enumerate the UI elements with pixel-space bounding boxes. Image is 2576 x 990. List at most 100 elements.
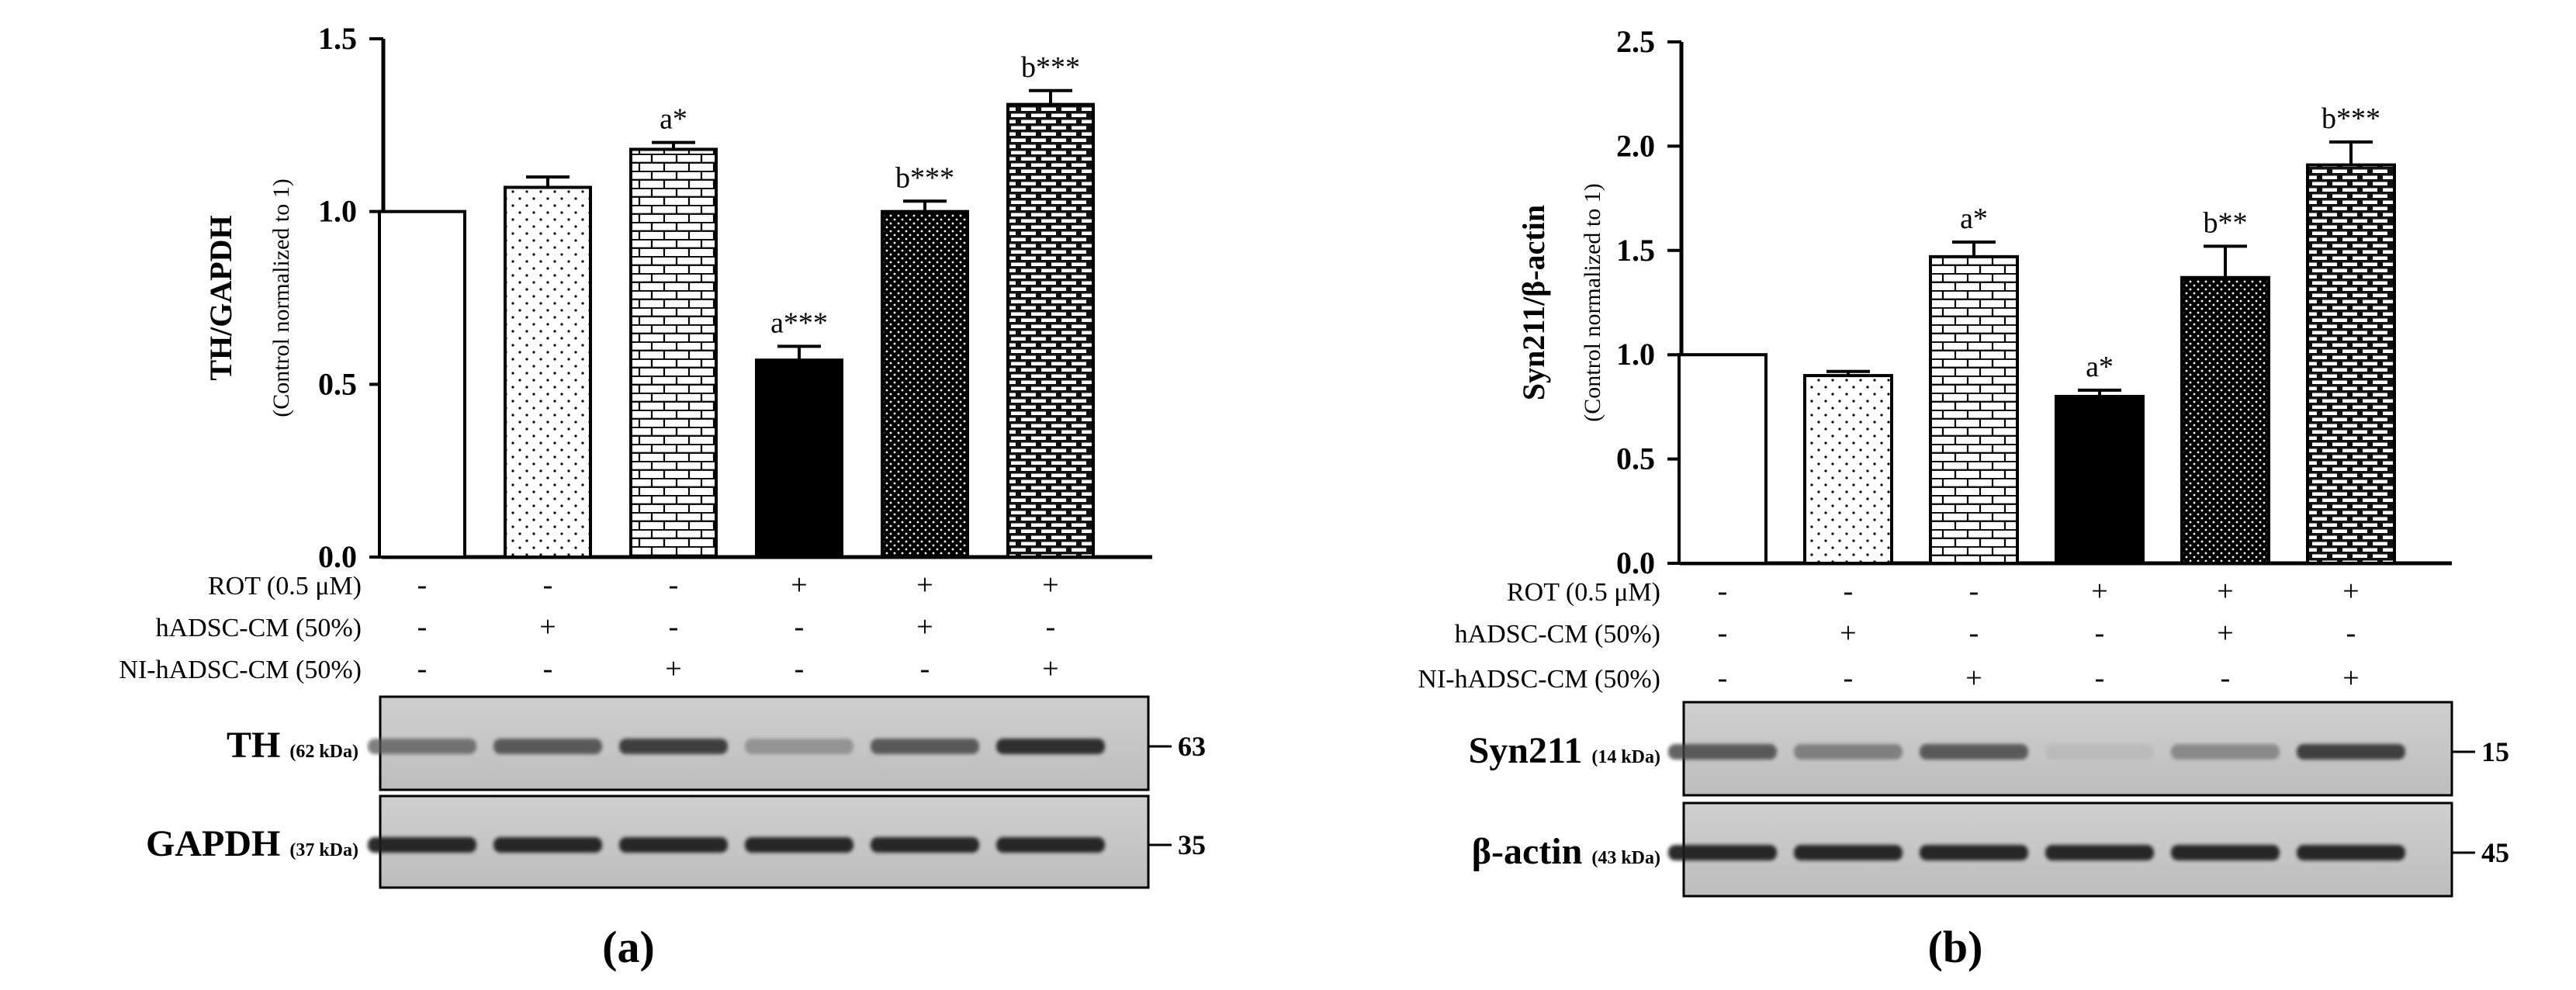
significance-label: a* (2086, 351, 2114, 383)
y-axis-sublabel: (Control normalized to 1) (1580, 183, 1605, 421)
condition-label: hADSC-CM (50%) (156, 614, 362, 642)
condition-sign: - (2221, 662, 2231, 694)
blot-band (996, 837, 1105, 853)
condition-sign: - (669, 611, 679, 643)
condition-sign: - (1718, 617, 1728, 649)
condition-sign: - (2095, 617, 2105, 649)
y-tick-label: 0.0 (318, 539, 357, 574)
condition-sign: - (543, 652, 553, 685)
condition-sign: + (1042, 652, 1058, 685)
blot-band (1794, 744, 1903, 760)
y-tick-label: 1.5 (1616, 233, 1655, 268)
condition-label: NI-hADSC-CM (50%) (1418, 665, 1660, 694)
blot-label: TH (62 kDa) (227, 725, 358, 766)
y-tick-label: 0.5 (1616, 441, 1655, 476)
condition-sign: - (1718, 662, 1728, 694)
panel-label: (a) (602, 922, 655, 972)
condition-sign: + (791, 569, 807, 601)
marker-label: 15 (2481, 736, 2509, 767)
blot-band (619, 739, 728, 754)
blot-band (2171, 845, 2280, 860)
bar (1929, 254, 2019, 565)
condition-sign: - (1969, 575, 1979, 608)
blot-band (1668, 845, 1777, 860)
blot-band (871, 739, 979, 754)
significance-label: a* (660, 103, 687, 136)
bar (2055, 394, 2145, 565)
blot-label: GAPDH (37 kDa) (146, 823, 358, 864)
significance-label: b*** (895, 161, 954, 194)
bar (755, 358, 843, 559)
chart-panel-2: 0.0 0.5 1.0 1.5 2.0 2.5 Syn211/β-actin (Control… (1418, 24, 2509, 972)
condition-sign: - (417, 611, 428, 643)
bar (1803, 374, 1893, 565)
blot-band (2297, 744, 2405, 760)
condition-sign: - (795, 611, 805, 643)
y-axis-label: Syn211/β-actin (1516, 205, 1551, 400)
condition-sign: + (665, 652, 681, 685)
bar (2306, 163, 2396, 566)
significance-label: b*** (1021, 51, 1080, 84)
condition-sign: - (417, 569, 428, 601)
condition-sign: - (2095, 662, 2105, 694)
y-tick-label: 1.5 (318, 21, 357, 56)
y-tick-label: 2.0 (1616, 128, 1655, 163)
blot-label: β-actin (43 kDa) (1472, 831, 1660, 872)
blot-band (1920, 744, 2028, 760)
chart-panel-1: 0.0 0.5 1.0 1.5 TH/GAPDH (Control normalized … (119, 21, 1206, 972)
blot-band (2045, 744, 2154, 760)
significance-label: b*** (2322, 102, 2380, 135)
bar (629, 147, 718, 559)
condition-sign: - (1046, 611, 1056, 643)
y-tick-label: 2.5 (1616, 24, 1655, 59)
blot-band (1794, 845, 1903, 860)
blot-band (871, 837, 979, 853)
condition-sign: - (669, 569, 679, 601)
blot-band (745, 837, 853, 853)
condition-sign: + (539, 611, 556, 643)
condition-sign: + (916, 611, 933, 643)
y-tick-label: 1.0 (318, 194, 357, 229)
condition-sign: + (2217, 575, 2233, 608)
condition-sign: - (1844, 575, 1854, 608)
bar (1678, 353, 1768, 565)
condition-sign: + (2342, 575, 2359, 608)
condition-label: ROT (0.5 μM) (208, 572, 362, 601)
marker-label: 35 (1178, 829, 1206, 860)
condition-sign: + (1965, 662, 1982, 694)
significance-label: a* (1960, 202, 1988, 235)
condition-sign: - (920, 652, 930, 685)
blot-band (493, 837, 602, 853)
blot-band (368, 837, 476, 853)
condition-sign: - (795, 652, 805, 685)
blot-band (2297, 845, 2405, 860)
blot-band (1920, 845, 2028, 860)
condition-sign: - (1718, 575, 1728, 608)
blot-band (996, 739, 1105, 754)
y-tick-label: 0.0 (1616, 545, 1655, 580)
blot-band (2045, 845, 2154, 860)
condition-sign: - (2346, 617, 2356, 649)
significance-label: b** (2204, 206, 2248, 239)
condition-sign: + (1042, 569, 1058, 601)
blot-label: Syn211 (14 kDa) (1469, 730, 1660, 771)
condition-sign: - (543, 569, 553, 601)
condition-sign: + (916, 569, 933, 601)
condition-label: ROT (0.5 μM) (1507, 578, 1660, 607)
blot-band (619, 837, 728, 853)
blot-band (2171, 744, 2280, 760)
condition-sign: - (1969, 617, 1979, 649)
condition-sign: - (1844, 662, 1854, 694)
bar (881, 209, 969, 559)
condition-sign: + (2342, 662, 2359, 694)
condition-label: hADSC-CM (50%) (1455, 620, 1660, 649)
condition-sign: + (2217, 617, 2233, 649)
marker-label: 63 (1178, 731, 1206, 762)
condition-sign: - (417, 652, 428, 685)
bar (1006, 102, 1095, 559)
y-tick-label: 1.0 (1616, 337, 1655, 372)
blot-band (493, 739, 602, 754)
significance-label: a*** (770, 306, 828, 339)
condition-label: NI-hADSC-CM (50%) (119, 656, 362, 684)
